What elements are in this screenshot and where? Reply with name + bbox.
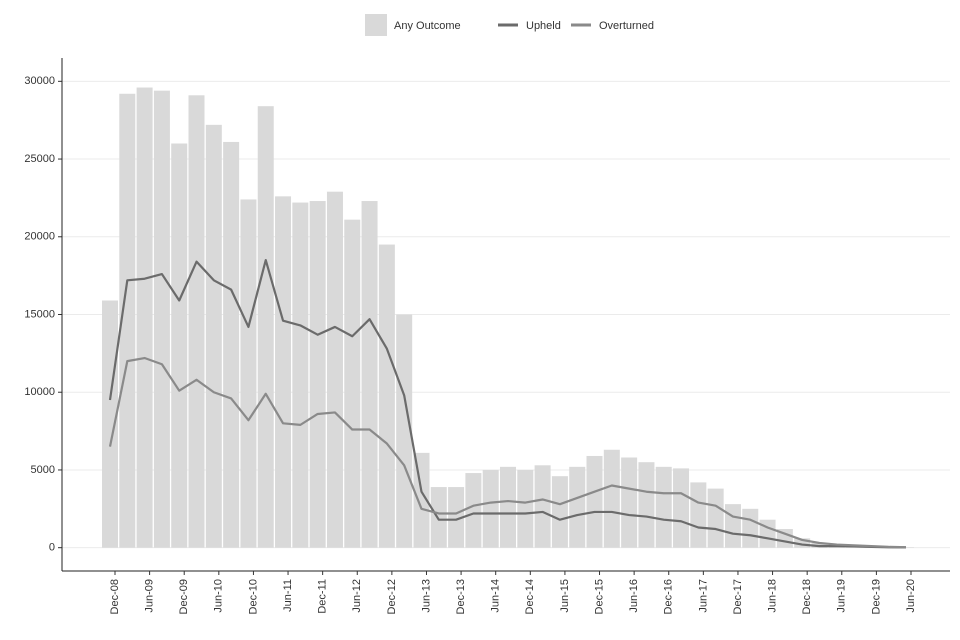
bar <box>153 90 170 548</box>
line <box>108 258 907 549</box>
bar <box>413 452 430 548</box>
legend-swatch <box>365 14 387 36</box>
bar <box>707 488 724 548</box>
y-tick-label: 0 <box>49 542 55 554</box>
bar <box>430 487 447 548</box>
bar <box>448 487 465 548</box>
x-tick-label: Jun-14 <box>490 579 502 613</box>
bar <box>396 314 413 548</box>
x-tick-label: Dec-19 <box>870 579 882 614</box>
bar <box>240 199 257 548</box>
bar <box>603 449 620 548</box>
bar <box>655 466 672 548</box>
bar <box>465 473 482 548</box>
bar <box>586 455 603 548</box>
bar <box>724 504 741 548</box>
x-tick-label: Jun-12 <box>351 579 363 613</box>
bar <box>569 466 586 548</box>
line <box>108 356 907 549</box>
x-tick-label: Jun-09 <box>144 579 156 613</box>
bar <box>136 87 153 548</box>
bar <box>534 465 551 548</box>
bar <box>551 476 568 548</box>
y-tick-label: 5000 <box>31 464 55 476</box>
x-tick-label: Jun-17 <box>697 579 709 613</box>
bar <box>673 468 690 548</box>
bar <box>638 462 655 548</box>
bar <box>690 482 707 548</box>
bar <box>292 202 309 548</box>
x-tick-label: Dec-16 <box>663 579 675 614</box>
x-tick-label: Jun-13 <box>420 579 432 613</box>
y-tick-label: 25000 <box>24 153 55 165</box>
bar <box>378 244 395 548</box>
x-tick-label: Dec-10 <box>247 579 259 614</box>
legend-label: Overturned <box>599 20 654 32</box>
bar <box>500 466 516 548</box>
y-tick-label: 30000 <box>24 75 55 87</box>
bar <box>742 508 759 548</box>
bar <box>275 196 292 548</box>
x-tick-label: Jun-20 <box>905 579 917 613</box>
bar <box>223 141 240 548</box>
bar <box>517 469 534 548</box>
x-tick-label: Jun-19 <box>836 579 848 613</box>
bar <box>309 201 326 548</box>
bar <box>205 124 222 548</box>
bar <box>344 219 361 548</box>
bar <box>621 457 638 548</box>
x-tick-label: Dec-17 <box>732 579 744 614</box>
x-tick-label: Dec-13 <box>455 579 467 614</box>
bar <box>326 191 343 548</box>
x-tick-label: Dec-12 <box>386 579 398 614</box>
x-tick-label: Dec-14 <box>524 579 536 614</box>
x-tick-label: Dec-09 <box>178 579 190 614</box>
y-tick-label: 10000 <box>24 386 55 398</box>
y-tick-label: 20000 <box>24 231 55 243</box>
legend-label: Upheld <box>526 20 561 32</box>
y-tick-label: 15000 <box>24 308 55 320</box>
x-tick-label: Jun-15 <box>559 579 571 613</box>
x-tick-label: Jun-11 <box>282 579 294 612</box>
x-tick-label: Dec-15 <box>593 579 605 614</box>
bar <box>102 300 118 548</box>
x-tick-label: Jun-18 <box>766 579 778 613</box>
x-tick-label: Dec-11 <box>317 579 329 614</box>
bar <box>361 201 378 548</box>
bar <box>188 95 205 548</box>
bar <box>171 143 188 548</box>
bar <box>119 93 136 548</box>
bar <box>257 106 274 548</box>
bar <box>482 469 499 548</box>
x-tick-label: Jun-10 <box>213 579 225 613</box>
legend-label: Any Outcome <box>394 20 461 32</box>
x-tick-label: Jun-16 <box>628 579 640 613</box>
x-tick-label: Dec-18 <box>801 579 813 614</box>
x-tick-label: Dec-08 <box>109 579 121 614</box>
bar <box>794 538 811 548</box>
